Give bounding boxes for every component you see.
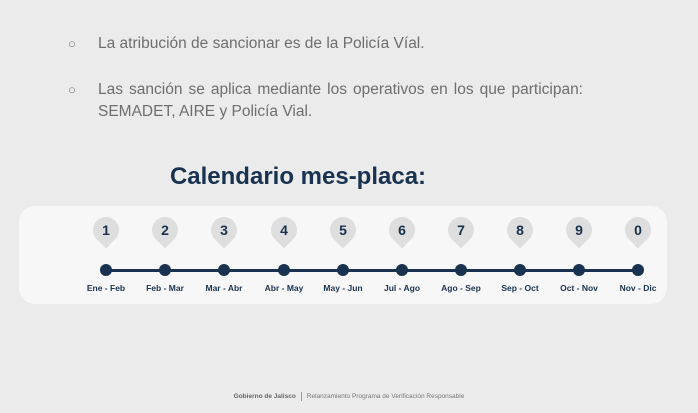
timeline-dot [278,264,290,276]
timeline-dot [159,264,171,276]
timeline-dot [100,264,112,276]
month-range: Nov - Dic [619,283,657,293]
bullet-marker-icon: ○ [68,36,76,51]
plate-digit: 0 [634,222,642,238]
timeline-dot [514,264,526,276]
bullet-text: La atribución de sancionar es de la Poli… [98,35,425,52]
footer: Gobierno de Jalisco Relanzamiento Program… [0,392,698,401]
month-range: Oct - Nov [560,283,598,293]
calendar-title: Calendario mes-placa: [169,163,427,190]
plate-digit: 7 [457,222,465,238]
month-range: Abr - May [264,283,304,293]
timeline-dot [337,264,349,276]
bullet-item: ○ La atribución de sancionar es de la Po… [68,33,583,55]
month-range: Sep - Oct [501,283,539,293]
bullet-item: ○ Las sanción se aplica mediante los ope… [68,79,583,123]
timeline-dot [632,264,644,276]
footer-divider [300,392,302,401]
month-range: May - Jun [323,283,363,293]
plate-digit: 9 [575,222,583,238]
timeline-dot [573,264,585,276]
footer-brand: Gobierno de Jalisco [233,393,296,401]
timeline-dot [455,264,467,276]
month-range: Jul - Ago [383,283,421,293]
month-range: Mar - Abr [205,283,243,293]
plate-digit: 5 [339,222,347,238]
timeline-axis [106,269,638,272]
bullet-marker-icon: ○ [68,82,76,97]
timeline-dot [396,264,408,276]
bullet-text: Las sanción se aplica mediante los opera… [98,81,583,120]
plate-digit: 4 [280,222,288,238]
plate-digit: 6 [398,222,406,238]
plate-digit: 1 [102,222,110,238]
month-range: Ene - Feb [86,283,126,293]
month-range: Ago - Sep [441,283,481,293]
plate-digit: 2 [161,222,169,238]
timeline-dot [218,264,230,276]
month-range: Feb - Mar [146,283,184,293]
footer-program: Relanzamiento Programa de Verificación R… [306,393,465,401]
plate-digit: 3 [220,222,228,238]
plate-digit: 8 [516,222,524,238]
